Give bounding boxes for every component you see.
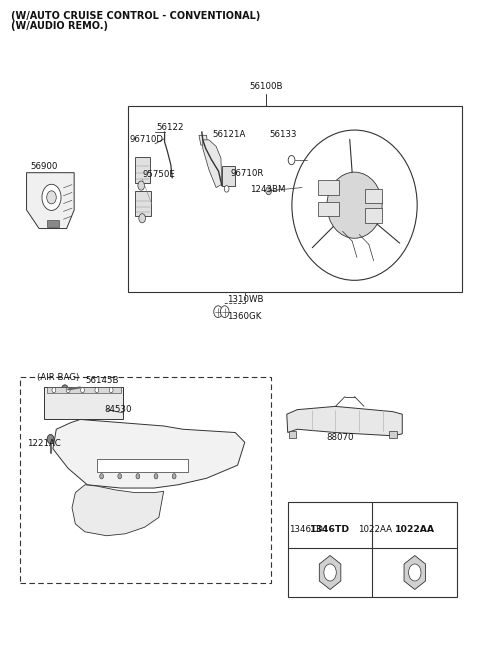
Text: 1243BM: 1243BM [250, 185, 285, 194]
Text: 56100B: 56100B [250, 82, 283, 91]
Polygon shape [72, 485, 164, 536]
Circle shape [66, 388, 70, 393]
Text: 56900: 56900 [31, 162, 58, 171]
Bar [318, 180, 339, 195]
Text: 95750E: 95750E [142, 170, 175, 179]
Ellipse shape [327, 172, 382, 238]
Circle shape [109, 388, 113, 393]
Circle shape [214, 306, 222, 318]
Circle shape [61, 385, 68, 394]
Text: 1310WB: 1310WB [227, 295, 263, 304]
Polygon shape [319, 556, 341, 590]
Text: (W/AUDIO REMO.): (W/AUDIO REMO.) [11, 21, 108, 31]
Text: 1022AA: 1022AA [395, 525, 435, 534]
Bar [288, 431, 296, 438]
Circle shape [136, 474, 140, 479]
Circle shape [154, 474, 158, 479]
Bar [47, 220, 59, 227]
Text: 56122: 56122 [156, 123, 184, 132]
Circle shape [95, 388, 99, 393]
Circle shape [139, 214, 145, 223]
Text: 1360GK: 1360GK [227, 312, 261, 321]
Polygon shape [404, 556, 426, 590]
Polygon shape [199, 135, 207, 145]
Circle shape [266, 187, 272, 195]
Text: (AIR BAG): (AIR BAG) [37, 373, 79, 382]
Text: 96710R: 96710R [230, 169, 264, 178]
Bar [389, 431, 396, 438]
Polygon shape [97, 459, 188, 472]
Bar [365, 209, 382, 223]
Polygon shape [26, 173, 74, 228]
Polygon shape [53, 419, 245, 488]
Bar [318, 202, 339, 216]
Text: 84530: 84530 [104, 405, 132, 414]
Circle shape [118, 474, 121, 479]
Circle shape [408, 564, 421, 581]
Circle shape [81, 388, 84, 393]
Circle shape [220, 306, 229, 318]
Text: 96710D: 96710D [129, 134, 163, 144]
Text: 1346TD: 1346TD [310, 525, 350, 534]
Polygon shape [203, 140, 222, 188]
Circle shape [288, 155, 295, 165]
Ellipse shape [292, 130, 417, 280]
Circle shape [42, 184, 61, 211]
Circle shape [324, 564, 336, 581]
Circle shape [138, 181, 144, 190]
Text: 56133: 56133 [270, 130, 297, 138]
Bar [222, 166, 235, 186]
Text: 88070: 88070 [326, 434, 354, 442]
Polygon shape [287, 406, 402, 436]
Circle shape [224, 186, 229, 192]
Circle shape [172, 474, 176, 479]
Circle shape [47, 191, 56, 204]
Text: 1022AA: 1022AA [358, 525, 392, 535]
Text: (W/AUTO CRUISE CONTROL - CONVENTIONAL): (W/AUTO CRUISE CONTROL - CONVENTIONAL) [11, 11, 260, 21]
Bar [365, 189, 382, 203]
Bar [47, 387, 120, 394]
Circle shape [52, 388, 56, 393]
Bar [135, 157, 150, 183]
Circle shape [100, 474, 104, 479]
Text: 56145B: 56145B [85, 377, 119, 386]
Bar [288, 502, 457, 597]
Bar [44, 387, 123, 419]
Bar [21, 377, 271, 583]
Text: 1346TD: 1346TD [289, 525, 323, 535]
Text: 1221AC: 1221AC [27, 440, 61, 448]
Bar [135, 191, 151, 216]
Bar [128, 106, 462, 292]
Circle shape [47, 434, 54, 443]
Text: 56121A: 56121A [213, 130, 246, 138]
